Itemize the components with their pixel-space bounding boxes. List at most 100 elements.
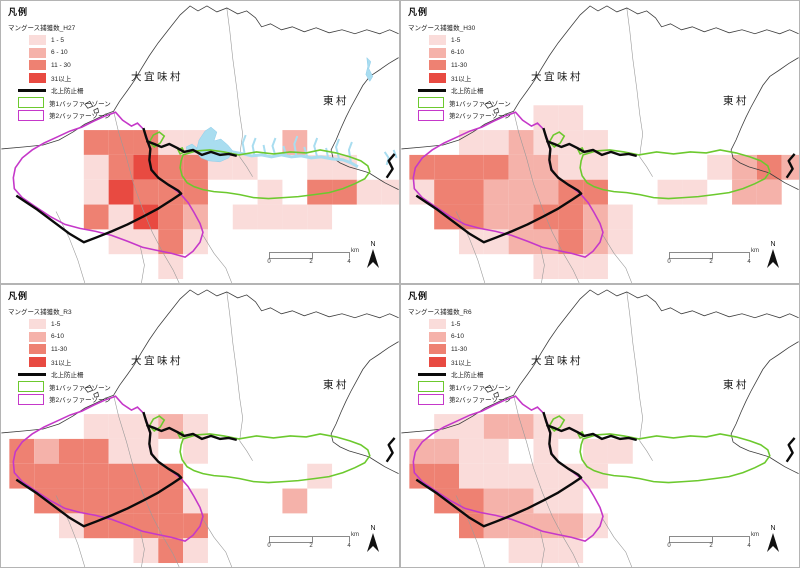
legend-heading: 凡例	[8, 291, 29, 301]
capture-cell	[257, 204, 283, 230]
admin-boundary-line	[55, 495, 86, 567]
capture-cell	[732, 154, 757, 180]
coastline	[484, 100, 494, 109]
admin-boundary-line	[202, 235, 233, 283]
legend-class-1: 1 - 5	[8, 34, 111, 47]
capture-cell	[508, 204, 534, 230]
capture-cell	[583, 463, 608, 489]
capture-cell	[282, 204, 308, 230]
capture-cell	[508, 130, 534, 155]
capture-cell	[756, 179, 782, 205]
capture-cell	[533, 538, 559, 564]
capture-cell	[483, 414, 509, 439]
capture-cell	[483, 488, 509, 514]
admin-boundary-line	[540, 247, 545, 283]
north-arrow-icon	[767, 533, 779, 552]
buffer-zone-1-outline	[548, 131, 566, 148]
buffer-zone-1-outline	[548, 415, 566, 432]
capture-cell	[83, 130, 109, 155]
coastline	[84, 384, 94, 393]
admin-boundary-line	[602, 235, 633, 283]
capture-cell	[232, 154, 258, 180]
capture-cell	[133, 179, 159, 205]
buffer-zone-1-outline	[579, 149, 771, 200]
legend-class-2: 6-10	[8, 331, 111, 344]
legend-buffer2: 第2バッファーゾーン	[408, 393, 511, 406]
legend: 凡例 マングース捕獲数_R3 1-5 6-10 11-30 31以上 北上防止柵…	[8, 289, 111, 406]
class1-swatch	[429, 35, 446, 46]
capture-cell	[434, 438, 459, 464]
capture-cell	[158, 254, 184, 280]
scale-unit: km	[351, 532, 359, 538]
river-branch	[282, 145, 288, 157]
capture-cell	[83, 154, 109, 180]
capture-cell	[558, 513, 584, 539]
capture-cell	[158, 488, 184, 514]
capture-cell	[483, 438, 509, 464]
capture-cell	[533, 154, 559, 180]
capture-cell	[508, 538, 534, 564]
buffer-zone-1-outline	[579, 433, 771, 484]
scale-tick-4: 4	[347, 543, 351, 549]
capture-cell	[158, 513, 184, 539]
scale-bar: 0 2 4 km	[267, 532, 363, 552]
capture-cell	[59, 438, 84, 464]
legend-fence: 北上防止柵	[408, 84, 511, 97]
capture-cell	[133, 154, 159, 180]
capture-cell	[558, 538, 584, 564]
legend-class-1: 1-5	[8, 318, 111, 331]
legend-buffer1: 第1バッファーゾーン	[8, 381, 111, 394]
admin-boundary-line	[513, 111, 580, 283]
map-panel-h27: 凡例 マングース捕獲数_H27 1 - 5 6 - 10 11 - 30 31以…	[0, 0, 400, 284]
capture-cell	[483, 130, 509, 155]
capture-cell	[307, 204, 333, 230]
capture-cell	[583, 229, 608, 255]
prevention-fence-line	[15, 411, 183, 528]
coastline	[401, 289, 799, 434]
capture-cell	[533, 254, 559, 280]
capture-cell	[158, 229, 184, 255]
capture-cell	[508, 463, 534, 489]
capture-cell	[607, 438, 633, 464]
capture-cell	[558, 204, 584, 230]
village-label-ogimi: 大宜味村	[531, 355, 583, 367]
capture-cell	[483, 204, 509, 230]
coastline	[93, 107, 100, 114]
scale-tick-2: 2	[709, 543, 713, 549]
capture-cell	[607, 204, 633, 230]
legend-buffer2: 第2バッファーゾーン	[8, 393, 111, 406]
legend-buffer1: 第1バッファーゾーン	[408, 97, 511, 110]
map-canvas-r3	[1, 289, 399, 567]
capture-cell	[583, 179, 608, 205]
scale-tick-0: 0	[267, 259, 271, 265]
legend-fence: 北上防止柵	[8, 368, 111, 381]
admin-boundary-line	[239, 440, 253, 461]
class4-swatch	[29, 72, 46, 83]
north-arrow: N	[764, 525, 782, 557]
river-branch	[271, 137, 277, 157]
admin-boundary-line	[113, 395, 180, 567]
capture-cell	[34, 463, 59, 489]
admin-boundary-line	[540, 531, 545, 567]
coastline	[493, 107, 500, 114]
capture-cell	[558, 254, 584, 280]
capture-cell	[459, 513, 484, 539]
fence-line-swatch	[18, 372, 46, 376]
capture-cell	[781, 154, 799, 180]
buffer2-swatch	[18, 393, 44, 405]
legend-heading: 凡例	[408, 291, 429, 301]
legend-fence: 北上防止柵	[8, 84, 111, 97]
capture-cell	[108, 130, 134, 155]
buffer-zone-1-outline	[179, 433, 371, 484]
capture-cell	[183, 513, 208, 539]
class1-swatch	[29, 35, 46, 46]
prevention-fence-line	[385, 153, 396, 179]
capture-cell	[332, 179, 357, 205]
class2-swatch	[29, 47, 46, 58]
legend-class-3: 11-30	[408, 343, 511, 356]
village-label-higashi: 東村	[323, 379, 349, 391]
capture-cell	[533, 463, 559, 489]
legend-class-1: 1-5	[408, 34, 511, 47]
legend-layer-title: マングース捕獲数_H27	[8, 25, 76, 32]
admin-boundary-line	[626, 7, 643, 157]
